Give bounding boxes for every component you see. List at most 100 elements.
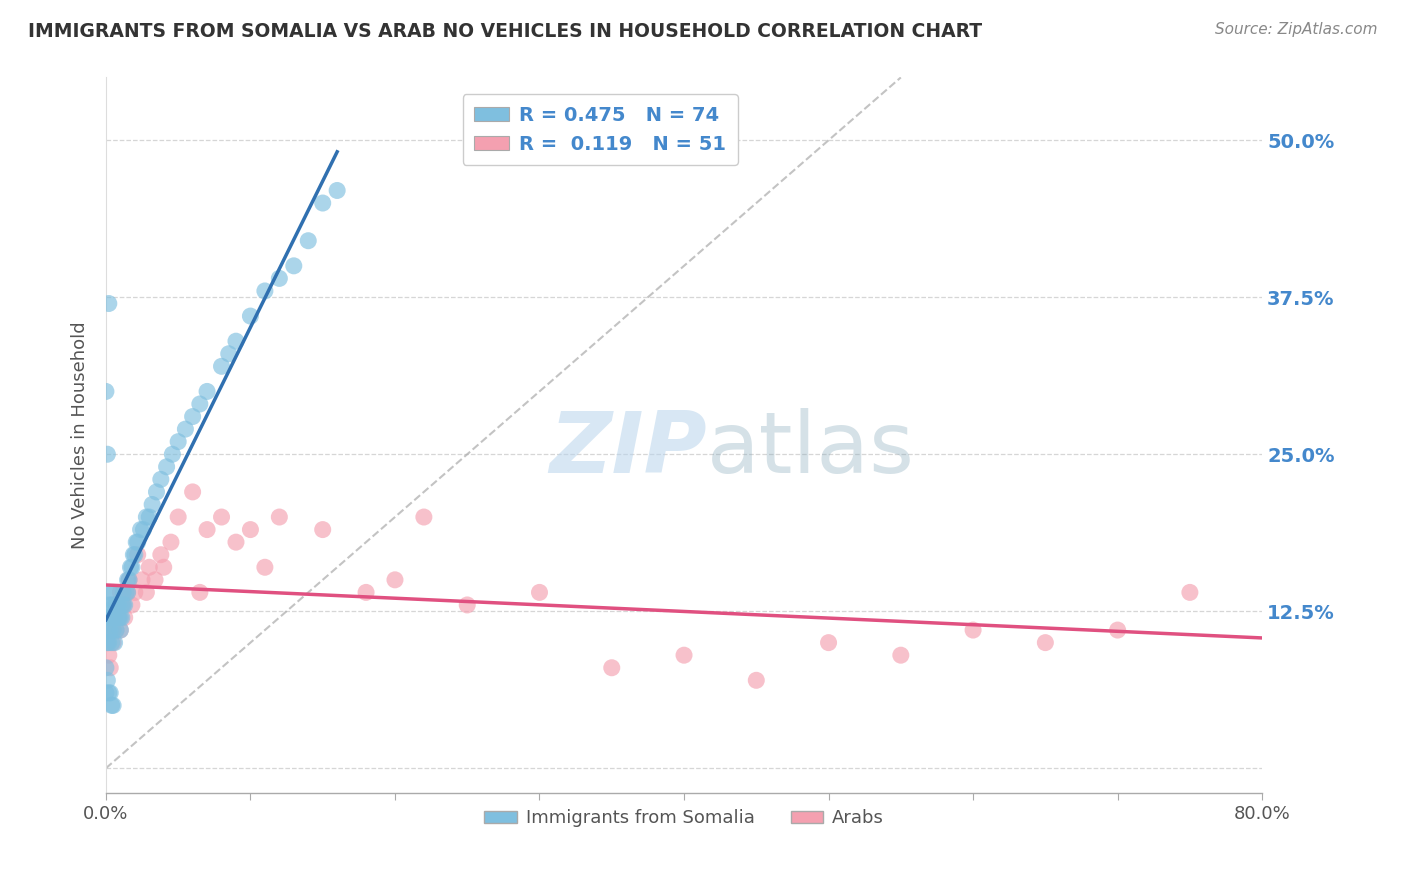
Point (97, 296, 120, 310)
Point (135, 585, 157, 599)
Point (145, 484, 167, 499)
Point (112, 585, 135, 599)
Point (225, 535, 247, 549)
Point (110, 585, 132, 599)
Point (98, 661, 121, 675)
Point (152, 560, 174, 574)
Point (162, 447, 184, 461)
Point (124, 548, 146, 562)
Point (155, 459, 177, 474)
Point (103, 610, 125, 624)
Point (118, 573, 141, 587)
Point (253, 284, 276, 298)
Point (269, 510, 291, 524)
Point (110, 610, 132, 624)
Point (817, 635, 839, 649)
Point (253, 560, 276, 574)
Point (103, 635, 125, 649)
Point (138, 510, 160, 524)
Point (117, 585, 139, 599)
Point (160, 535, 183, 549)
Point (143, 573, 166, 587)
Point (105, 623, 128, 637)
Point (117, 573, 139, 587)
Point (218, 347, 240, 361)
Point (96, 610, 118, 624)
Point (141, 498, 163, 512)
Point (97, 635, 120, 649)
Point (107, 598, 129, 612)
Point (132, 523, 155, 537)
Point (115, 585, 138, 599)
Point (297, 234, 319, 248)
Point (100, 635, 122, 649)
Point (412, 510, 434, 524)
Point (529, 585, 551, 599)
Point (108, 598, 131, 612)
Point (195, 384, 218, 399)
Point (101, 623, 124, 637)
Point (127, 535, 149, 549)
Legend: Immigrants from Somalia, Arabs: Immigrants from Somalia, Arabs (477, 802, 891, 834)
Point (326, 184, 349, 198)
Point (211, 510, 233, 524)
Point (283, 259, 305, 273)
Point (174, 422, 197, 436)
Point (105, 623, 128, 637)
Point (600, 661, 623, 675)
Point (745, 673, 768, 688)
Point (135, 510, 157, 524)
Point (120, 560, 142, 574)
Point (384, 573, 406, 587)
Point (105, 598, 128, 612)
Point (127, 548, 149, 562)
Point (110, 623, 132, 637)
Text: Source: ZipAtlas.com: Source: ZipAtlas.com (1215, 22, 1378, 37)
Point (225, 334, 247, 349)
Point (96, 635, 118, 649)
Point (188, 585, 211, 599)
Point (97, 598, 120, 612)
Point (117, 585, 139, 599)
Point (456, 598, 478, 612)
Point (122, 548, 145, 562)
Text: ZIP: ZIP (550, 409, 707, 491)
Point (98, 623, 121, 637)
Point (97, 686, 120, 700)
Point (98, 686, 121, 700)
Point (167, 434, 190, 449)
Point (107, 610, 129, 624)
Point (94, 686, 117, 700)
Point (100, 610, 122, 624)
Point (108, 610, 131, 624)
Point (181, 409, 204, 424)
Point (114, 598, 136, 612)
Point (239, 523, 262, 537)
Point (1107, 623, 1129, 637)
Point (354, 585, 377, 599)
Point (111, 610, 134, 624)
Point (125, 535, 148, 549)
Y-axis label: No Vehicles in Household: No Vehicles in Household (72, 322, 89, 549)
Text: IMMIGRANTS FROM SOMALIA VS ARAB NO VEHICLES IN HOUSEHOLD CORRELATION CHART: IMMIGRANTS FROM SOMALIA VS ARAB NO VEHIC… (28, 22, 983, 41)
Point (121, 560, 143, 574)
Point (149, 472, 172, 486)
Point (118, 573, 141, 587)
Point (129, 523, 152, 537)
Point (110, 623, 132, 637)
Point (94, 661, 117, 675)
Point (103, 610, 125, 624)
Point (124, 585, 146, 599)
Point (108, 610, 131, 624)
Point (195, 523, 218, 537)
Point (211, 359, 233, 374)
Point (101, 585, 124, 599)
Point (98, 585, 121, 599)
Point (101, 635, 124, 649)
Point (94, 384, 117, 399)
Point (1178, 585, 1201, 599)
Point (114, 610, 136, 624)
Point (100, 610, 122, 624)
Point (112, 598, 135, 612)
Point (100, 598, 122, 612)
